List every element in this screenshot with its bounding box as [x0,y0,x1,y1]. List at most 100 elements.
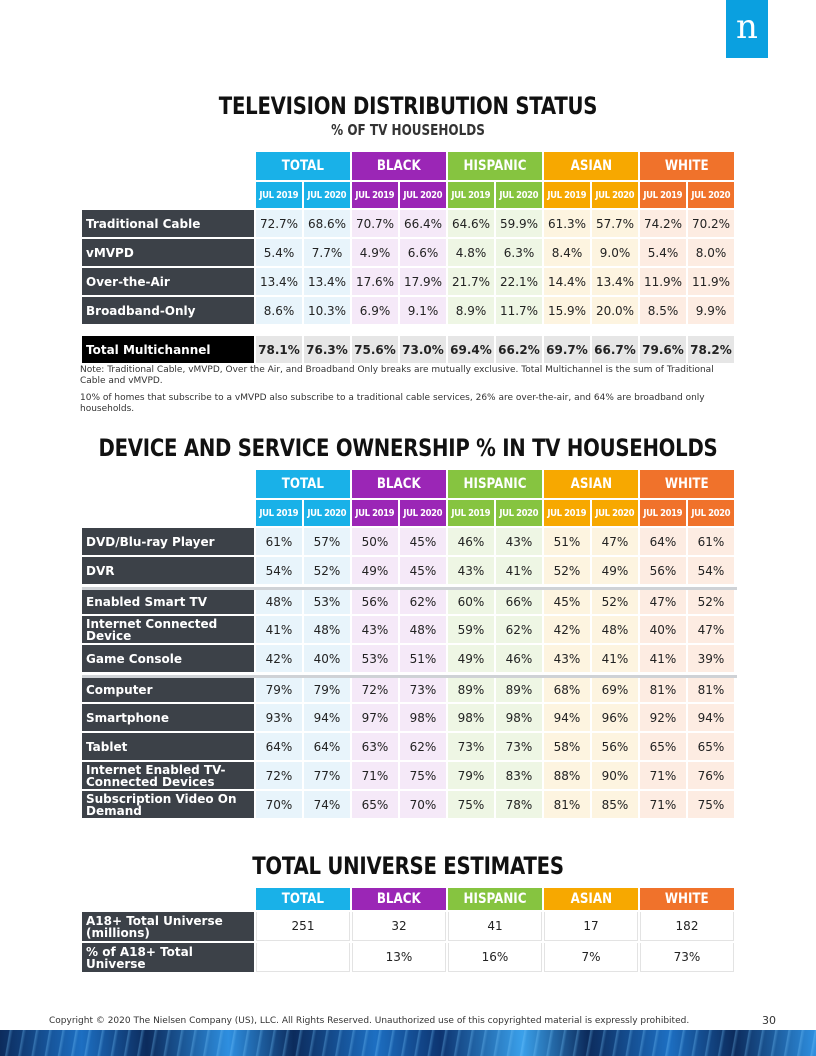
year-header: JUL 2020 [592,500,638,526]
value-cell: 17.9% [400,268,446,295]
year-header: JUL 2019 [256,500,302,526]
group-header-total: TOTAL [256,152,350,180]
value-cell: 6.9% [352,297,398,324]
value-cell: 75.6% [352,336,398,363]
value-cell: 48% [304,616,350,643]
value-cell: 71% [640,791,686,818]
value-cell: 94% [688,704,734,731]
value-cell: 39% [688,645,734,672]
value-cell: 73% [496,733,542,760]
value-cell: 11.9% [688,268,734,295]
value-cell: 64.6% [448,210,494,237]
value-cell: 73% [448,733,494,760]
value-cell: 41% [592,645,638,672]
value-cell: 41% [496,557,542,584]
value-cell: 52% [304,557,350,584]
value-cell: 71% [640,762,686,789]
value-cell: 43% [352,616,398,643]
year-header: JUL 2019 [640,182,686,208]
year-header: JUL 2019 [640,500,686,526]
value-cell: 65% [688,733,734,760]
value-cell: 56% [592,733,638,760]
group-header-row: TOTAL BLACK HISPANIC ASIAN WHITE [82,470,737,498]
value-cell: 51% [400,645,446,672]
table-row: Smartphone 93% 94% 97% 98% 98% 98% 94% 96% 92% 94% [82,704,737,731]
year-header: JUL 2019 [352,182,398,208]
year-header: JUL 2019 [256,182,302,208]
nielsen-logo: n [726,0,768,58]
value-cell: 57.7% [592,210,638,237]
table-row: Enabled Smart TV 48% 53% 56% 62% 60% 66% 45% 52%… [82,587,737,614]
value-cell: 73.0% [400,336,446,363]
table-row: DVD/Blu-ray Player 61% 57% 50% 45% 46% 43% 51% 4… [82,528,737,555]
value-cell: 57% [304,528,350,555]
year-header: JUL 2019 [544,500,590,526]
value-cell: 72.7% [256,210,302,237]
year-header: JUL 2020 [400,500,446,526]
value-cell: 14.4% [544,268,590,295]
value-cell: 85% [592,791,638,818]
header-spacer [82,470,256,498]
page-number: 30 [762,1014,776,1027]
value-cell: 81% [640,678,686,702]
group-header-white: WHITE [640,470,734,498]
row-label: DVR [82,557,254,584]
value-cell: 72% [352,678,398,702]
ownership-table: TOTAL BLACK HISPANIC ASIAN WHITE JUL 201… [82,470,737,818]
value-cell: 72% [256,762,302,789]
group-header-total: TOTAL [256,888,350,910]
value-cell: 90% [592,762,638,789]
value-cell: 6.3% [496,239,542,266]
value-cell: 42% [544,616,590,643]
year-header: JUL 2020 [592,182,638,208]
value-cell: 78.1% [256,336,302,363]
table-row: Broadband-Only 8.6% 10.3% 6.9% 9.1% 8.9% 11.7%… [82,297,737,324]
value-cell: 5.4% [256,239,302,266]
table-row: Over-the-Air 13.4% 13.4% 17.6% 17.9% 21.7% 22.… [82,268,737,295]
value-cell: 40% [304,645,350,672]
value-cell: 71% [352,762,398,789]
row-label: Computer [82,678,254,702]
section3-title: TOTAL UNIVERSE ESTIMATES [252,852,564,880]
group-header-asian: ASIAN [544,152,638,180]
value-cell: 60% [448,590,494,614]
value-cell: 13.4% [592,268,638,295]
value-cell: 41 [448,912,542,941]
value-cell: 54% [256,557,302,584]
table-row: vMVPD 5.4% 7.7% 4.9% 6.6% 4.8% 6.3% 8.4% 9.0% 5.4… [82,239,737,266]
row-label: Internet Connected Device [82,616,254,643]
group-header-hispanic: HISPANIC [448,470,542,498]
year-header: JUL 2019 [544,182,590,208]
value-cell: 54% [688,557,734,584]
value-cell: 59.9% [496,210,542,237]
value-cell: 8.6% [256,297,302,324]
value-cell [256,943,350,972]
distribution-table: TOTAL BLACK HISPANIC ASIAN WHITE JUL 201… [82,152,737,363]
group-header-asian: ASIAN [544,888,638,910]
value-cell: 65% [352,791,398,818]
universe-table: TOTAL BLACK HISPANIC ASIAN WHITE A18+ To… [82,888,737,972]
universe-rows: A18+ Total Universe (millions) 251 32 41 17 1… [82,912,737,972]
value-cell: 64% [640,528,686,555]
row-label: Internet Enabled TV-Connected Devices [82,762,254,789]
value-cell: 47% [592,528,638,555]
value-cell: 81% [544,791,590,818]
value-cell: 45% [400,557,446,584]
value-cell: 58% [544,733,590,760]
value-cell: 65% [640,733,686,760]
value-cell: 7.7% [304,239,350,266]
value-cell: 41% [640,645,686,672]
row-label: Smartphone [82,704,254,731]
value-cell: 69.7% [544,336,590,363]
table-row: Internet Enabled TV-Connected Devices 72%… [82,762,737,789]
value-cell: 70.7% [352,210,398,237]
ownership-rows: DVD/Blu-ray Player 61% 57% 50% 45% 46% 43% 51% 4… [82,528,737,818]
value-cell: 48% [592,616,638,643]
value-cell: 49% [592,557,638,584]
value-cell: 62% [400,733,446,760]
value-cell: 96% [592,704,638,731]
value-cell: 79% [304,678,350,702]
group-header-asian: ASIAN [544,470,638,498]
value-cell: 74% [304,791,350,818]
row-label: Total Multichannel [82,336,254,363]
